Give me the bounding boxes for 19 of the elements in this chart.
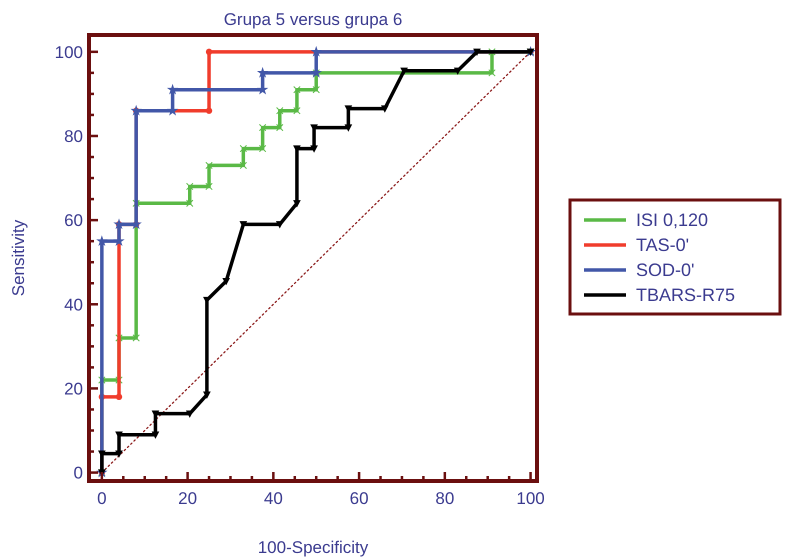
x-tick-label: 20 bbox=[178, 489, 198, 508]
x-tick-label: 80 bbox=[435, 489, 454, 508]
y-tick-label: 20 bbox=[64, 379, 83, 398]
legend-label: ISI 0,120 bbox=[636, 210, 708, 230]
y-tick-label: 0 bbox=[74, 464, 83, 483]
x-tick-label: 0 bbox=[97, 489, 107, 508]
chart-title: Grupa 5 versus grupa 6 bbox=[224, 10, 402, 29]
x-tick-label: 60 bbox=[350, 489, 369, 508]
x-axis-title: 100-Specificity bbox=[258, 538, 369, 557]
legend-label: TBARS-R75 bbox=[636, 285, 736, 305]
y-tick-label: 40 bbox=[64, 295, 83, 314]
y-tick-label: 80 bbox=[64, 126, 83, 146]
x-tick-label: 100 bbox=[516, 489, 545, 508]
y-tick-label: 60 bbox=[64, 211, 83, 230]
legend-label: SOD-0' bbox=[636, 260, 694, 280]
legend-label: TAS-0' bbox=[636, 235, 690, 255]
x-tick-label: 40 bbox=[264, 489, 283, 508]
y-tick-label: 100 bbox=[54, 42, 83, 62]
y-axis-title: Sensitivity bbox=[9, 219, 28, 296]
